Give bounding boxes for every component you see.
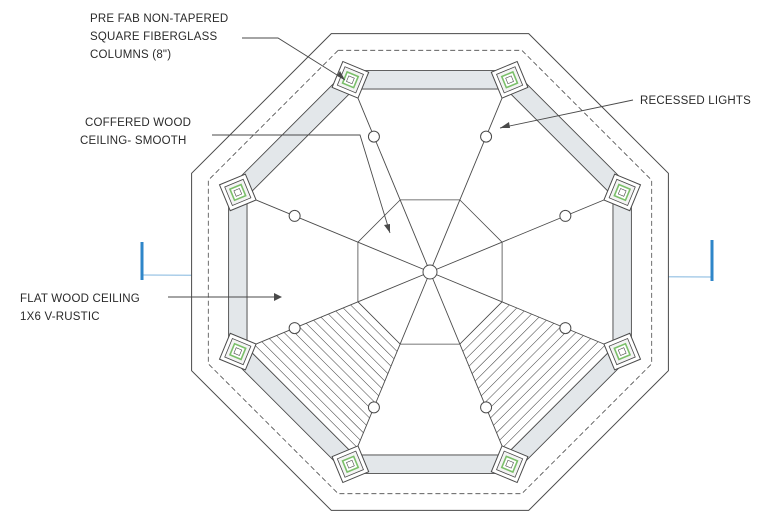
recessed-light-icon: [480, 401, 493, 414]
label-recessed-lights: RECESSED LIGHTS: [640, 95, 751, 107]
flat-ceiling-board-bottom: [496, 338, 591, 433]
label-flat-line-1: FLAT WOOD CEILING: [20, 293, 140, 305]
radial-rafter: [429, 271, 614, 349]
flat-ceiling-board-bottom: [484, 326, 562, 404]
flat-ceiling-board-left: [335, 310, 392, 367]
flat-ceiling-board-left: [291, 329, 373, 411]
recessed-light-icon: [559, 209, 572, 222]
label-columns-line-2: SQUARE FIBERGLASS: [90, 31, 218, 43]
center-boss: [422, 264, 438, 280]
label-columns: PRE FAB NON-TAPERED SQUARE FIBERGLASS CO…: [90, 13, 228, 61]
radial-rafter: [429, 271, 507, 456]
square-column-icon: [331, 60, 370, 99]
flat-ceiling-board-bottom: [468, 310, 525, 367]
flat-ceiling-board-bottom: [502, 344, 606, 448]
flat-ceiling-board-left: [246, 347, 355, 456]
label-flat-line-2: 1X6 V-RUSTIC: [20, 311, 100, 323]
radial-rafter: [353, 271, 431, 456]
square-column-icon: [603, 332, 642, 371]
flat-ceiling-board-left: [306, 323, 379, 396]
flat-ceiling-board-left: [261, 341, 361, 441]
label-flat-ceiling: FLAT WOOD CEILING 1X6 V-RUSTIC: [20, 293, 140, 323]
label-columns-line-1: PRE FAB NON-TAPERED: [90, 13, 228, 25]
recessed-light-icon: [288, 322, 301, 335]
recessed-light-icon: [367, 401, 380, 414]
square-column-icon: [490, 445, 529, 484]
flat-ceiling-board-bottom: [478, 320, 547, 389]
radial-rafter: [246, 195, 431, 273]
leader-columns-arrowhead: [337, 71, 345, 80]
flat-ceiling-board-left: [298, 326, 376, 404]
square-column-icon: [490, 60, 529, 99]
flat-ceiling-board-bottom: [487, 329, 569, 411]
leader-lights-arrowhead: [500, 122, 510, 128]
radial-rafter: [353, 88, 431, 273]
flat-ceiling-board-bottom: [471, 313, 532, 374]
leader-coffered: [212, 134, 391, 234]
square-column-icon: [331, 445, 370, 484]
flat-ceiling-board-left: [350, 304, 398, 352]
flat-ceiling-board-bottom: [462, 304, 510, 352]
leader-flat-arrowhead: [274, 293, 282, 301]
flat-ceiling-board-left: [254, 344, 358, 448]
recessed-light-icon: [288, 209, 301, 222]
flat-ceiling-board-bottom: [465, 307, 518, 360]
flat-ceiling-board-bottom: [505, 347, 614, 456]
leader-coffered-arrowhead: [384, 224, 390, 233]
flat-ceiling-board-left: [283, 332, 370, 419]
flat-ceiling-board-bottom: [499, 341, 599, 441]
flat-ceiling-board-bottom: [490, 332, 577, 419]
flat-ceiling-board-bottom: [474, 316, 540, 382]
flat-ceiling-board-left: [269, 338, 364, 433]
leader-lights: [499, 99, 634, 129]
radial-rafter: [246, 271, 431, 349]
radial-rafter: [429, 195, 614, 273]
roof-drip-line-dashed: [207, 49, 653, 495]
label-lights-line-1: RECESSED LIGHTS: [640, 95, 751, 107]
flat-ceiling-board-bottom: [493, 335, 584, 426]
leader-columns: [242, 37, 346, 81]
flat-ceiling-board-bottom: [481, 323, 554, 396]
square-column-icon: [603, 173, 642, 212]
label-coffered-line-2: CEILING- SMOOTH: [80, 135, 187, 147]
label-coffered-line-1: COFFERED WOOD: [85, 117, 191, 129]
square-column-icon: [218, 173, 257, 212]
radial-rafter: [429, 88, 507, 273]
plan-geometry: [140, 33, 714, 511]
flat-ceiling-board-left: [328, 313, 389, 374]
recessed-light-icon: [367, 130, 380, 143]
flat-ceiling-board-left: [276, 335, 367, 426]
flat-ceiling-board-left: [342, 307, 395, 360]
recessed-light-icon: [480, 130, 493, 143]
recessed-light-icon: [559, 322, 572, 335]
label-coffered-ceiling: COFFERED WOOD CEILING- SMOOTH: [80, 117, 191, 147]
flat-ceiling-board-left: [320, 316, 386, 382]
square-column-icon: [218, 332, 257, 371]
flat-ceiling-board-left: [313, 320, 382, 389]
label-columns-line-3: COLUMNS (8"): [90, 49, 171, 61]
